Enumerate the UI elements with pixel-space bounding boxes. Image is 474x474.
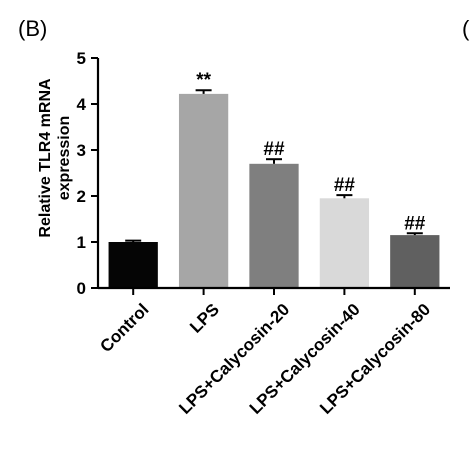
x-tick-label: Control — [96, 300, 152, 356]
panel-label: (B) — [18, 16, 47, 41]
y-tick-label: 3 — [77, 141, 86, 160]
bar — [390, 235, 440, 288]
next-panel-label: ( — [462, 16, 470, 41]
significance-label: ## — [334, 175, 356, 196]
y-axis-label: Relative TLR4 mRNA expression — [37, 78, 73, 238]
bar-group: ## — [249, 139, 299, 288]
significance-label: ** — [196, 70, 211, 91]
bar — [108, 242, 158, 288]
y-tick-label: 4 — [77, 95, 87, 114]
y-axis: 0 1 2 3 4 5 — [77, 49, 100, 298]
y-tick-label: 5 — [77, 49, 86, 68]
bar-group: ## — [390, 213, 440, 288]
y-tick-label: 1 — [77, 233, 86, 252]
bar-group: ** — [178, 70, 229, 288]
y-tick-label: 0 — [77, 279, 86, 298]
y-axis-label-line-2: expression — [56, 116, 73, 200]
bar — [178, 93, 229, 288]
y-tick-label: 2 — [77, 187, 86, 206]
x-axis: Control LPSLPS+Calycosin-20LPS+Calycosin-… — [96, 286, 450, 418]
x-tick-label: LPS — [186, 300, 223, 337]
bar — [319, 198, 370, 288]
significance-label: ## — [263, 139, 285, 160]
y-axis-label-line-1: Relative TLR4 mRNA — [37, 78, 54, 238]
bars: ** ## ## ## — [108, 70, 440, 288]
bar-group — [108, 239, 158, 288]
bar-group: ## — [319, 175, 370, 288]
significance-label: ## — [404, 213, 426, 234]
bar — [249, 163, 299, 288]
